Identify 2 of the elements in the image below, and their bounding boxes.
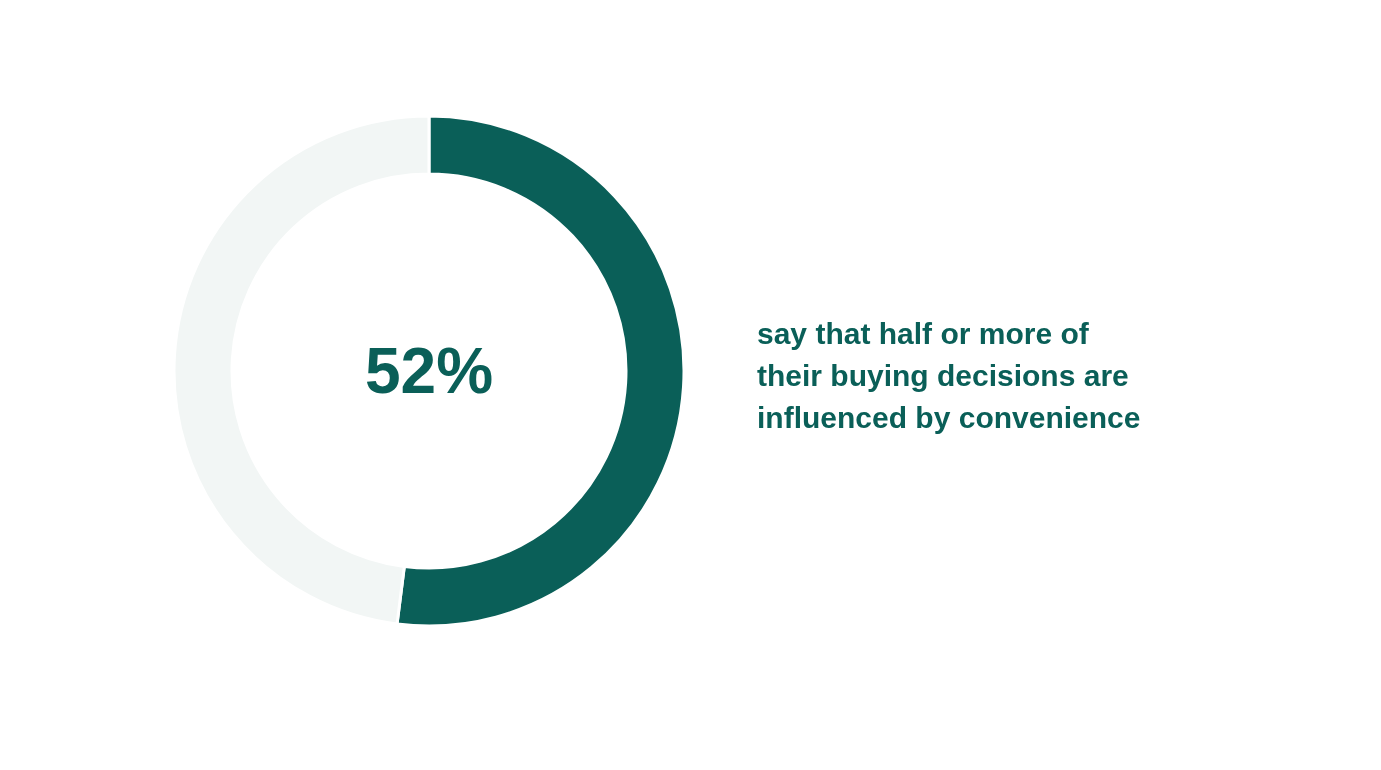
text: say that half or more of their buying decisions are influenced by convenience [757, 316, 1141, 434]
data-label: 52% [364, 335, 494, 407]
